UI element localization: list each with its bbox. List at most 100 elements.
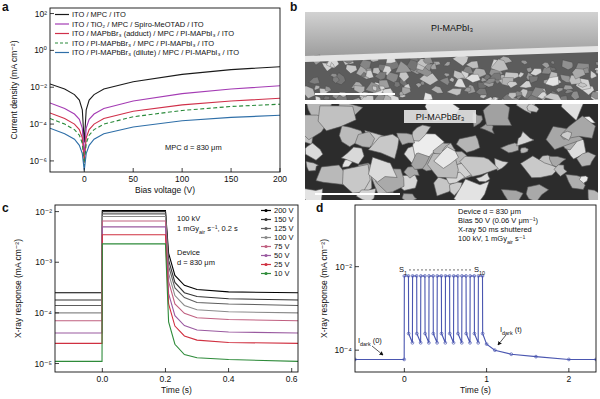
series-line — [50, 98, 280, 162]
sem-flake — [526, 185, 548, 201]
sem-grain — [431, 86, 443, 93]
sem-flake — [456, 136, 479, 153]
sem-grain — [529, 76, 538, 83]
legend-label: 10 V — [274, 269, 289, 278]
series-marker — [407, 275, 410, 278]
x-tick-label: 200 — [273, 174, 287, 184]
annotation: Bias 50 V (0.06 V μm⁻¹) — [458, 216, 538, 225]
legend-label: ITO / PI-MAPbBr₃ / MPC / PI-MAPbI₃ / ITO — [72, 39, 214, 48]
figure: 05010015020010⁻⁶10⁻⁴10⁻²10⁰10²Bias volta… — [0, 0, 600, 399]
series-marker — [419, 275, 422, 278]
annotation-text: d = 830 μm — [177, 258, 215, 267]
series-marker — [436, 341, 439, 344]
sem-grain — [562, 60, 573, 70]
legend-swatch-dot — [264, 209, 267, 212]
sem-grain — [542, 62, 550, 68]
sem-grain — [444, 62, 451, 66]
annotation: S10 — [474, 265, 485, 276]
x-tick — [404, 368, 405, 372]
series-marker — [407, 332, 410, 335]
x-tick — [228, 368, 229, 372]
series-line — [55, 212, 298, 300]
sem-grain — [550, 67, 556, 71]
annotation: 100 kV — [177, 214, 200, 223]
annotation: 100 kV, 1 mGyair s⁻¹ — [458, 234, 526, 245]
sem-image — [305, 104, 598, 200]
series-line — [50, 67, 280, 143]
sem-flake — [561, 104, 583, 121]
sem-grain — [491, 59, 509, 71]
series-marker — [411, 341, 414, 344]
sem-grain — [330, 63, 335, 68]
sem-flake — [483, 104, 511, 126]
annotation-text: Bias 50 V (0.06 V μm⁻¹) — [458, 216, 538, 225]
sem-grain — [431, 63, 437, 70]
sem-flake — [460, 156, 499, 176]
sem-grain — [350, 98, 363, 100]
sem-grain — [440, 77, 450, 85]
sem-flake — [305, 143, 323, 160]
sem-flake — [454, 179, 489, 200]
sem-grain — [330, 73, 337, 77]
series-marker — [535, 355, 538, 358]
x-tick-label: 100 — [175, 174, 189, 184]
sem-flake — [318, 106, 356, 131]
annotation-arrow — [372, 346, 383, 355]
plot-frame — [50, 8, 280, 172]
y-tick-label: 10⁻² — [35, 207, 52, 217]
sem-flake — [476, 173, 490, 182]
sem-grain — [551, 61, 555, 65]
legend-swatch — [55, 23, 69, 24]
panel-a: 05010015020010⁻⁶10⁻⁴10⁻²10⁰10²Bias volta… — [2, 0, 287, 195]
sem-edge — [305, 46, 598, 62]
sem-grain — [380, 86, 386, 90]
sem-grain — [494, 97, 498, 100]
x-tick — [291, 368, 292, 372]
series-marker — [510, 353, 513, 356]
sem-grain — [485, 78, 495, 83]
series-line — [55, 227, 298, 333]
sem-grain — [381, 95, 391, 101]
legend-label: 125 V — [274, 224, 294, 233]
annotation-text: MPC d = 830 μm — [165, 143, 222, 152]
panel-letter: b — [290, 0, 297, 14]
series-marker — [465, 275, 468, 278]
pulse-level-guide — [409, 269, 472, 270]
sem-grain — [424, 93, 433, 101]
series-marker — [436, 275, 439, 278]
sem-grain — [464, 87, 471, 92]
series-marker — [415, 275, 418, 278]
sem-grain — [309, 77, 320, 84]
y-tick — [55, 312, 59, 313]
series-marker — [440, 332, 443, 335]
sem-grain — [444, 73, 450, 77]
sem-grain — [372, 86, 377, 91]
y-tick — [55, 262, 59, 263]
sem-flake — [501, 189, 523, 200]
legend-swatch — [55, 52, 69, 53]
series-marker — [440, 275, 443, 278]
legend-label: ITO / MPC / ITO — [72, 10, 126, 19]
y-tick — [50, 124, 54, 125]
sem-flake — [343, 164, 371, 193]
x-axis-label: Time (s) — [161, 385, 192, 395]
y-tick — [50, 87, 54, 88]
x-tick-label: 0 — [82, 174, 87, 184]
scale-bar — [315, 93, 395, 95]
series-marker — [419, 341, 422, 344]
sem-grain — [416, 83, 422, 88]
y-tick-label: 10⁻⁴ — [34, 308, 52, 318]
image-label: PI-MAPbBr₃ — [416, 112, 465, 122]
sem-grain — [591, 92, 598, 99]
sem-grain — [453, 70, 465, 79]
sem-grain — [518, 72, 524, 77]
series-line — [55, 211, 298, 293]
sem-flake — [411, 125, 431, 141]
sem-grain — [305, 86, 315, 99]
plot-frame — [55, 205, 298, 372]
legend-label: 75 V — [274, 242, 289, 251]
sem-flake — [501, 143, 519, 153]
annotation-arrow — [498, 335, 506, 345]
sem-grain — [346, 65, 357, 74]
plot-area — [50, 67, 280, 171]
